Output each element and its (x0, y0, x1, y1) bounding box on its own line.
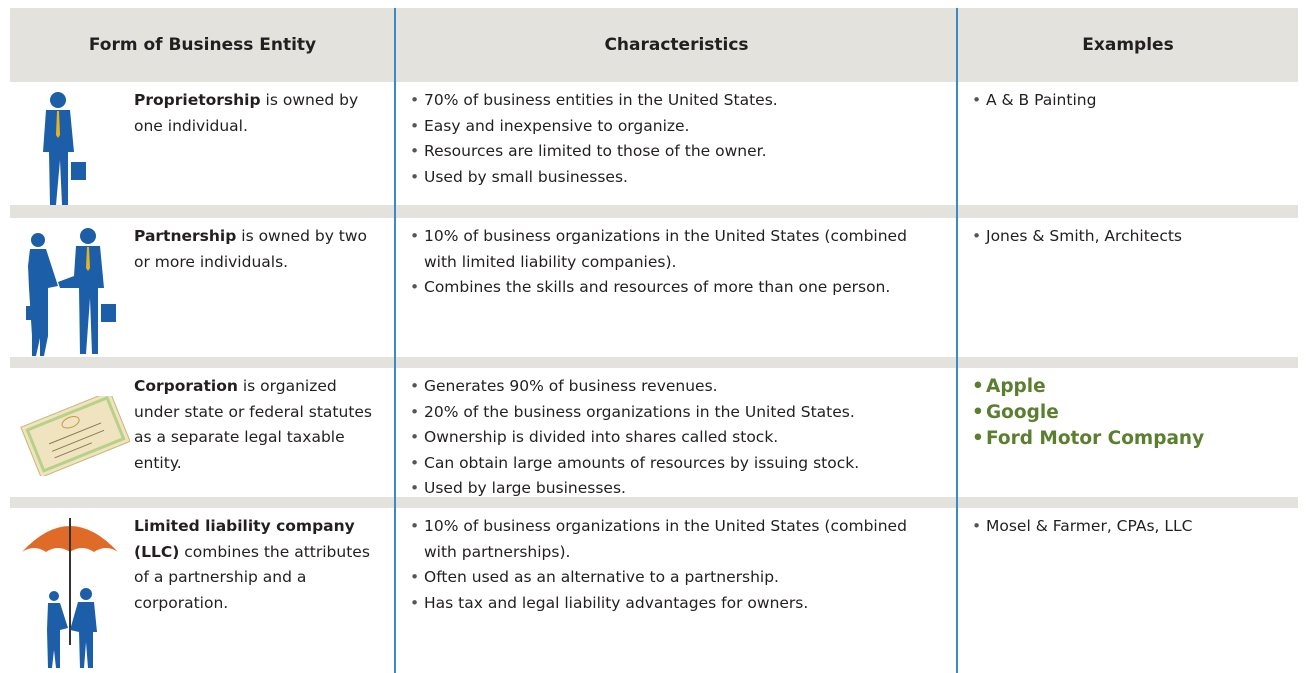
person-icon (43, 92, 86, 205)
certificate-icon (20, 396, 130, 476)
header-band (10, 8, 1298, 82)
table-row: Corporation is organized under state or … (10, 368, 1298, 501)
row-separator (10, 497, 1298, 508)
examples-list: Mosel & Farmer, CPAs, LLC (970, 514, 1290, 540)
example: Jones & Smith, Architects (970, 224, 1290, 250)
example: Mosel & Farmer, CPAs, LLC (970, 514, 1290, 540)
table-row: Limited liability company (LLC) combines… (10, 508, 1298, 673)
characteristics-list: 10% of business organizations in the Uni… (408, 224, 938, 301)
column-header: Examples (1082, 35, 1174, 55)
entity-description: Corporation is organized under state or … (134, 374, 386, 476)
characteristics-list: 70% of business entities in the United S… (408, 88, 938, 190)
example: A & B Painting (970, 88, 1290, 114)
example: Apple (970, 374, 1290, 400)
entity-text: is owned by one individual. (134, 91, 359, 135)
characteristic: Often used as an alternative to a partne… (408, 565, 938, 591)
entity-name: Proprietorship (134, 91, 261, 109)
column-divider (394, 8, 396, 673)
column-header: Form of Business Entity (88, 35, 317, 55)
entity-text: combines the attributes of a partnership… (134, 542, 370, 612)
characteristic: Easy and inexpensive to organize. (408, 114, 938, 140)
entity-description: Partnership is owned by two or more indi… (134, 224, 386, 275)
characteristic: 10% of business organizations in the Uni… (408, 224, 938, 275)
examples-list: Jones & Smith, Architects (970, 224, 1290, 250)
entity-description: Limited liability company (LLC) combines… (134, 514, 386, 616)
examples-list: Apple Google Ford Motor Company (970, 374, 1290, 452)
characteristic: 70% of business entities in the United S… (408, 88, 938, 114)
characteristic: Can obtain large amounts of resources by… (408, 451, 938, 477)
table-row: Proprietorship is owned by one individua… (10, 82, 1298, 205)
column-divider (956, 8, 958, 673)
partners-icon (26, 228, 116, 356)
table-row: Partnership is owned by two or more indi… (10, 218, 1298, 357)
entity-description: Proprietorship is owned by one individua… (134, 88, 386, 139)
row-separator (10, 205, 1298, 218)
characteristics-list: 10% of business organizations in the Uni… (408, 514, 938, 616)
entity-name: Limited liability company (LLC) (134, 517, 355, 561)
characteristic: 20% of the business organizations in the… (408, 400, 938, 426)
characteristic: Generates 90% of business revenues. (408, 374, 938, 400)
column-header: Characteristics (604, 35, 749, 55)
entity-text: is owned by two or more individuals. (134, 227, 368, 271)
entity-text: is organized under state or federal stat… (134, 377, 373, 472)
characteristics-list: Generates 90% of business revenues. 20% … (408, 374, 938, 502)
characteristic: Used by large businesses. (408, 476, 938, 502)
characteristic: Ownership is divided into shares called … (408, 425, 938, 451)
characteristic: Used by small businesses. (408, 165, 938, 191)
entity-name: Partnership (134, 227, 237, 245)
example: Ford Motor Company (970, 426, 1290, 452)
examples-list: A & B Painting (970, 88, 1290, 114)
umbrella-icon (22, 518, 118, 668)
row-separator (10, 357, 1298, 368)
characteristic: 10% of business organizations in the Uni… (408, 514, 938, 565)
example: Google (970, 400, 1290, 426)
entity-name: Corporation (134, 377, 238, 395)
characteristic: Resources are limited to those of the ow… (408, 139, 938, 165)
characteristic: Combines the skills and resources of mor… (408, 275, 938, 301)
characteristic: Has tax and legal liability advantages f… (408, 591, 938, 617)
